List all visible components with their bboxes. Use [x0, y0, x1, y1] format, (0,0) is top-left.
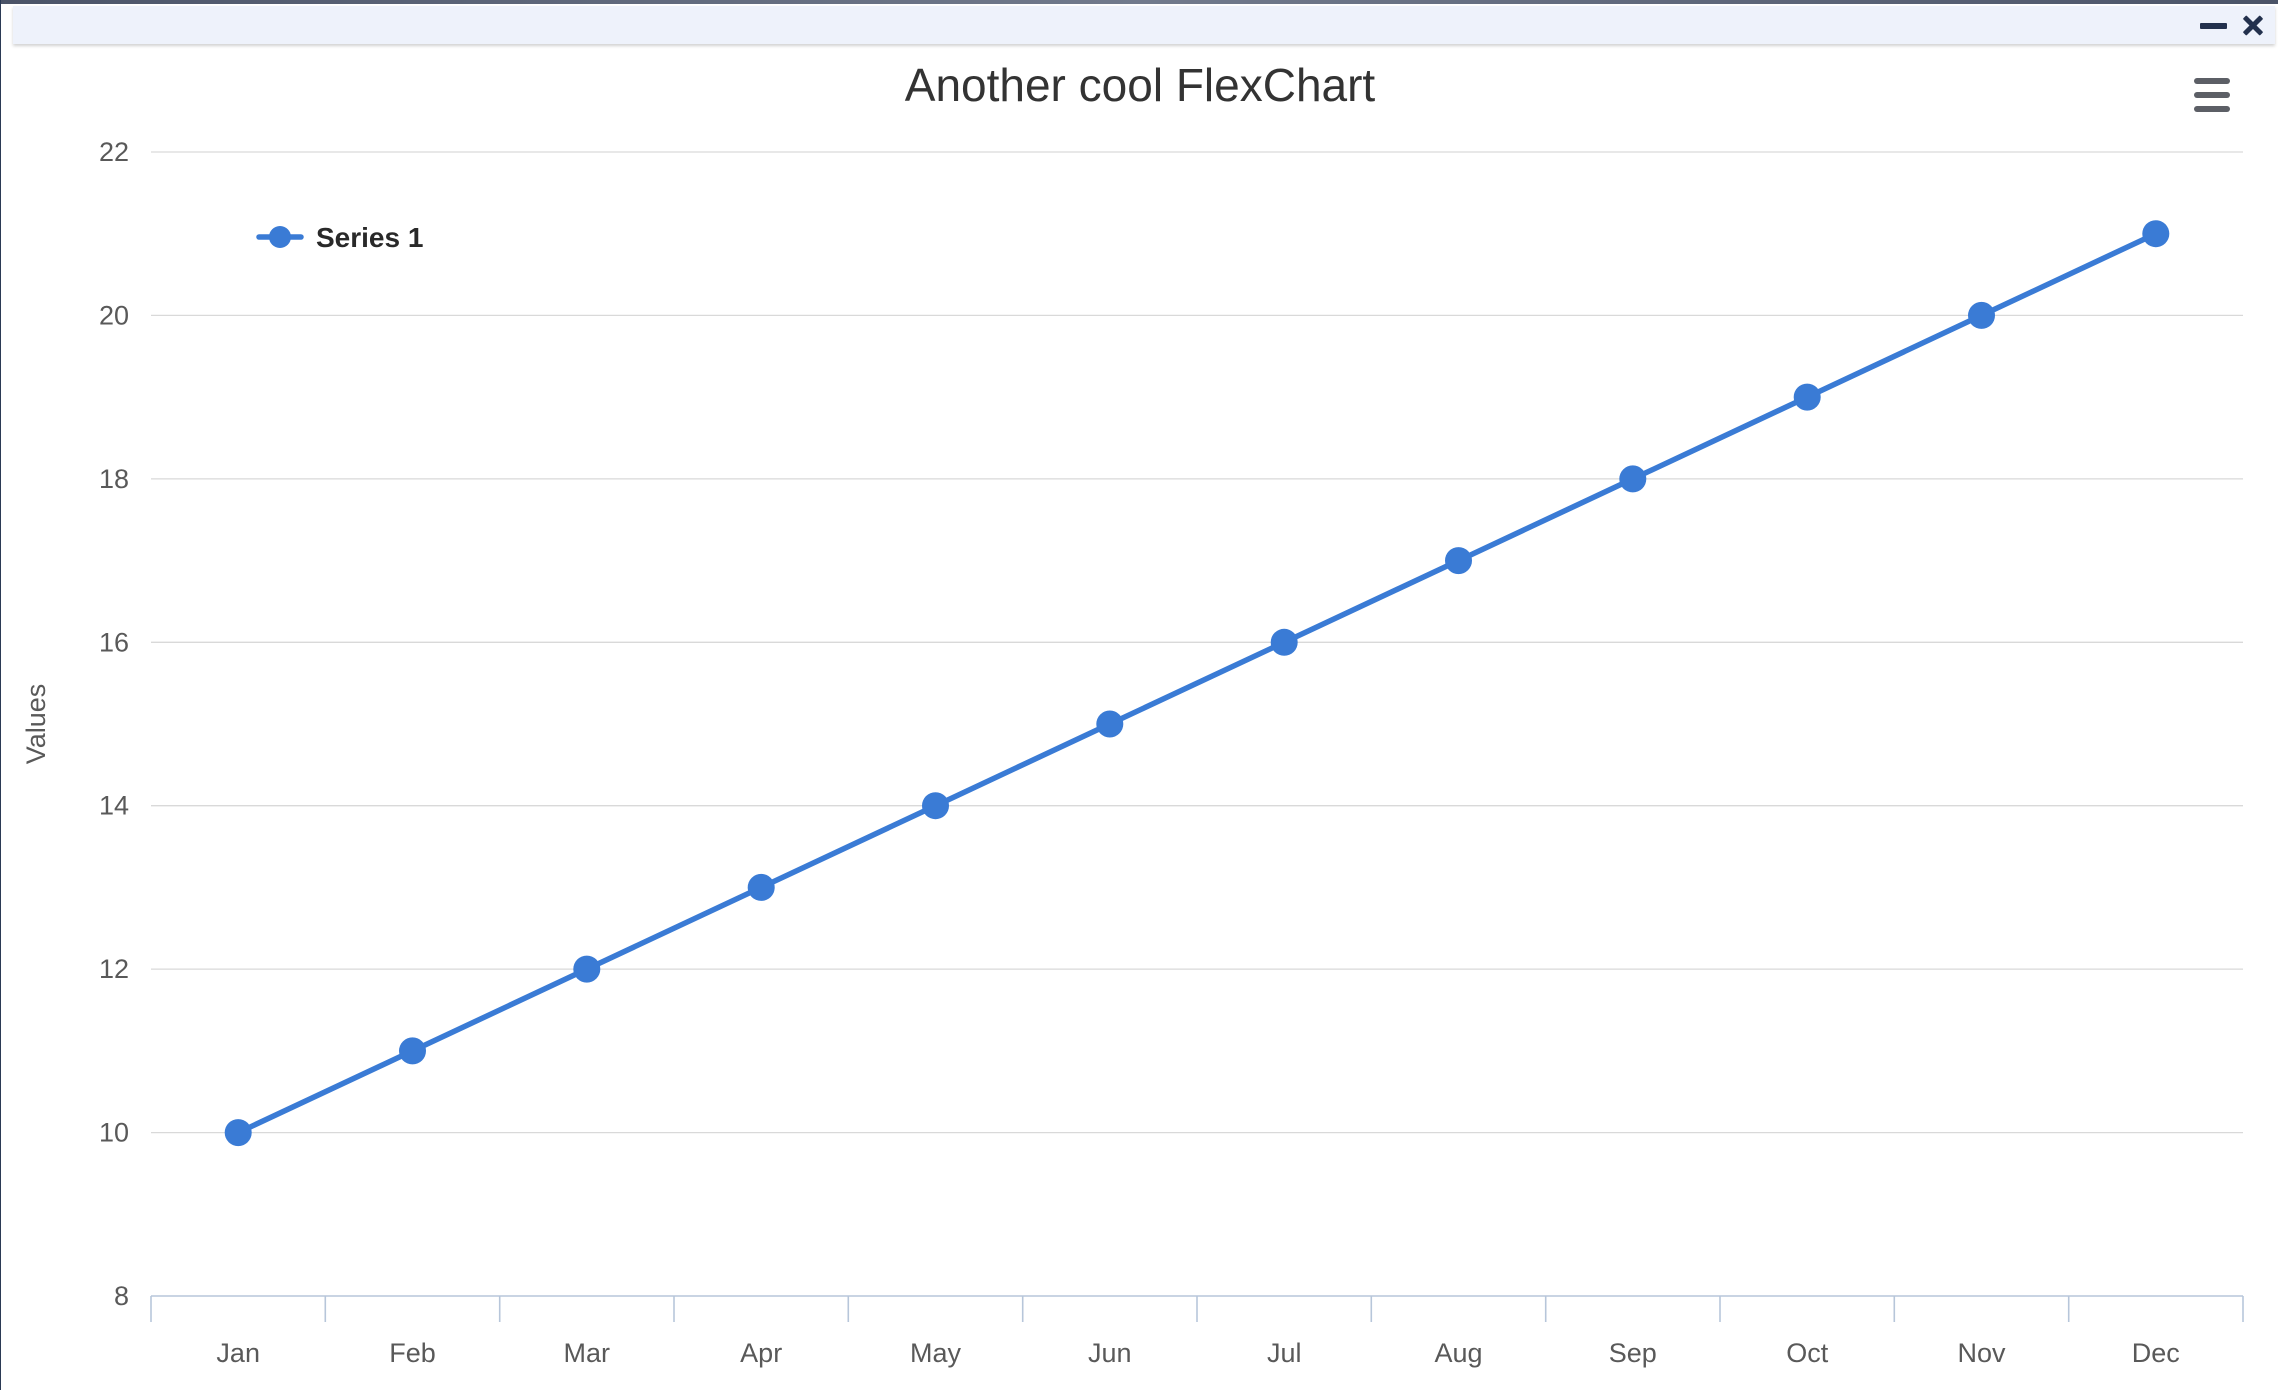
svg-text:Dec: Dec	[2132, 1338, 2180, 1368]
svg-text:18: 18	[99, 464, 129, 494]
svg-text:14: 14	[99, 791, 129, 821]
svg-text:10: 10	[99, 1118, 129, 1148]
svg-text:Feb: Feb	[389, 1338, 436, 1368]
svg-text:Jan: Jan	[216, 1338, 260, 1368]
svg-text:Nov: Nov	[1957, 1338, 2006, 1368]
svg-text:Jul: Jul	[1267, 1338, 1302, 1368]
svg-text:Apr: Apr	[740, 1338, 782, 1368]
svg-text:Values: Values	[21, 684, 51, 765]
svg-text:Mar: Mar	[564, 1338, 611, 1368]
svg-text:12: 12	[99, 954, 129, 984]
svg-text:Sep: Sep	[1609, 1338, 1657, 1368]
svg-text:Aug: Aug	[1434, 1338, 1482, 1368]
svg-text:Oct: Oct	[1786, 1338, 1829, 1368]
svg-text:May: May	[910, 1338, 962, 1368]
svg-text:Series 1: Series 1	[316, 222, 423, 253]
svg-text:Jun: Jun	[1088, 1338, 1132, 1368]
svg-text:22: 22	[99, 137, 129, 167]
svg-text:16: 16	[99, 627, 129, 657]
svg-text:20: 20	[99, 300, 129, 330]
svg-text:8: 8	[114, 1281, 129, 1311]
